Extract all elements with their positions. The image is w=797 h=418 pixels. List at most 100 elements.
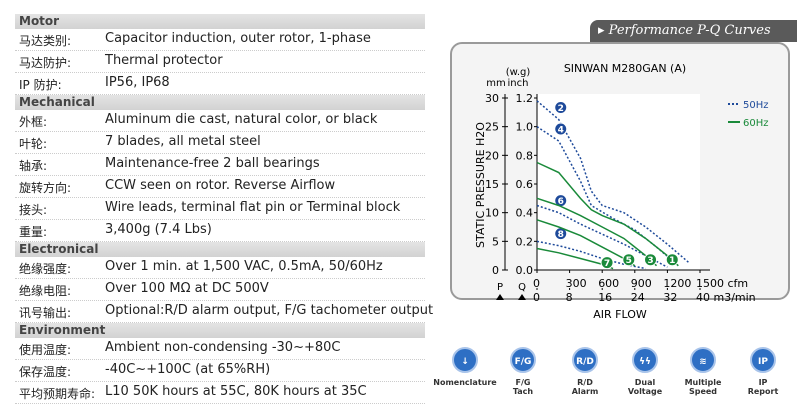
axis-arrow xyxy=(496,294,504,300)
x-tick-label: 16 xyxy=(598,291,612,304)
icon[interactable] xyxy=(452,347,478,373)
y-tick-label: 30 xyxy=(485,92,499,105)
y-axis-label: STATIC PRESSURE H2O xyxy=(474,122,487,248)
row-separator xyxy=(15,197,425,198)
spec-label: 绝缘电阻: xyxy=(19,284,72,298)
y-tick-label: 5 xyxy=(492,235,499,248)
chart-title: SINWAN M280GAN (A) xyxy=(564,62,686,75)
row-separator xyxy=(15,175,425,176)
row-separator xyxy=(15,131,425,132)
curve-marker xyxy=(665,253,679,267)
curve-marker-label: 4 xyxy=(558,126,564,136)
axis-letter: P xyxy=(497,282,503,293)
y-tick-label: 15 xyxy=(485,178,499,191)
x-tick-label: 40 m3/min xyxy=(696,291,756,304)
spec-value: Optional:R/D alarm output, F/G tachomete… xyxy=(105,303,434,318)
unit-label: (w.g) xyxy=(506,67,531,78)
section-header: Mechanical xyxy=(15,95,425,110)
unit-label: inch xyxy=(508,78,529,89)
spec-label: 平均预期寿命: xyxy=(19,387,96,401)
curve-marker-label: 1 xyxy=(669,256,675,266)
icon-caption: IP xyxy=(759,378,768,387)
row-separator xyxy=(15,241,425,242)
icon-badge: R/D xyxy=(576,357,594,367)
spec-label: 重量: xyxy=(19,225,48,239)
legend-label: 60Hz xyxy=(743,118,769,129)
spec-label: 绝缘强度: xyxy=(19,262,72,276)
panel-header: ▸ Performance P-Q Curves xyxy=(590,20,797,42)
y-tick-label: 1.0 xyxy=(516,121,534,134)
curve-marker xyxy=(622,253,636,267)
y-tick-label: 1.2 xyxy=(516,92,534,105)
unit-label: mm xyxy=(486,78,505,89)
row-separator xyxy=(15,94,425,95)
spec-value: Thermal protector xyxy=(105,53,223,68)
x-tick-label: 1500 cfm xyxy=(696,277,748,290)
curve-marker-label: 7 xyxy=(604,259,610,269)
y-tick-label: 0.0 xyxy=(516,264,534,277)
curve-marker-label: 3 xyxy=(647,256,653,266)
curve-marker xyxy=(554,122,568,136)
icon-caption: Dual xyxy=(635,378,656,387)
row-separator xyxy=(15,153,425,154)
spec-value: Maintenance-free 2 ball bearings xyxy=(105,156,320,171)
curve-marker xyxy=(554,101,568,114)
y-tick-label: 25 xyxy=(485,121,499,134)
spec-label: 接头: xyxy=(19,203,48,217)
icon-caption: R/D xyxy=(577,378,593,387)
x-tick-label: 0 xyxy=(533,277,540,290)
y-tick-label: 0.8 xyxy=(516,149,534,162)
spec-value: 3,400g (7.4 Lbs) xyxy=(105,222,212,237)
icon-caption: Tach xyxy=(513,387,534,396)
spec-label: 马达类别: xyxy=(19,34,72,48)
spec-label: 保存温度: xyxy=(19,365,72,379)
icon[interactable] xyxy=(690,347,716,373)
spec-value: Capacitor induction, outer rotor, 1-phas… xyxy=(105,31,371,46)
icon-caption: Voltage xyxy=(628,387,663,396)
spec-value: CCW seen on rotor. Reverse Airflow xyxy=(105,178,336,193)
y-tick-label: 20 xyxy=(485,149,499,162)
pq-curve xyxy=(536,126,679,267)
x-axis-label: AIR FLOW xyxy=(593,308,647,321)
icon[interactable] xyxy=(632,347,658,373)
x-tick-label: 24 xyxy=(631,291,645,304)
x-tick-label: 8 xyxy=(566,291,573,304)
row-separator xyxy=(15,403,425,404)
icon-caption: Multiple xyxy=(685,378,722,387)
curve-marker-label: 6 xyxy=(558,197,564,207)
x-tick-label: 32 xyxy=(663,291,677,304)
icon[interactable] xyxy=(510,347,536,373)
row-separator xyxy=(15,50,425,51)
icon-badge: IP xyxy=(758,357,768,367)
icon-caption: Alarm xyxy=(572,387,599,396)
spec-label: IP 防护: xyxy=(19,78,62,92)
y-tick-label: 10 xyxy=(485,207,499,220)
icon-badge: ϟϟ xyxy=(639,357,651,367)
icon[interactable] xyxy=(750,347,776,373)
row-separator xyxy=(15,300,425,301)
spec-value: Aluminum die cast, natural color, or bla… xyxy=(105,112,378,127)
spec-value: Ambient non-condensing -30~+80C xyxy=(105,340,341,355)
legend-label: 50Hz xyxy=(743,100,769,111)
pq-curve xyxy=(536,161,679,267)
spec-label: 旋转方向: xyxy=(19,181,72,195)
panel-title: Performance P-Q Curves xyxy=(608,23,771,38)
y-tick-label: 0 xyxy=(492,264,499,277)
spec-value: 7 blades, all metal steel xyxy=(105,134,261,149)
x-tick-label: 300 xyxy=(566,277,587,290)
spec-value: Wire leads, terminal flat pin or Termina… xyxy=(105,200,401,215)
row-separator xyxy=(15,322,425,323)
axis-letter: Q xyxy=(518,282,526,293)
y-tick-label: 0.6 xyxy=(516,178,534,191)
spec-value: Over 100 MΩ at DC 500V xyxy=(105,281,269,296)
icon-caption: Speed xyxy=(689,387,717,396)
x-tick-label: 600 xyxy=(598,277,619,290)
icon-badge: F/G xyxy=(515,357,532,367)
icon[interactable] xyxy=(572,347,598,373)
x-tick-label: 0 xyxy=(533,291,540,304)
icon-caption: Report xyxy=(748,387,779,396)
section-header: Electronical xyxy=(15,242,425,257)
row-separator xyxy=(15,219,425,220)
section-header: Environment xyxy=(15,323,425,338)
